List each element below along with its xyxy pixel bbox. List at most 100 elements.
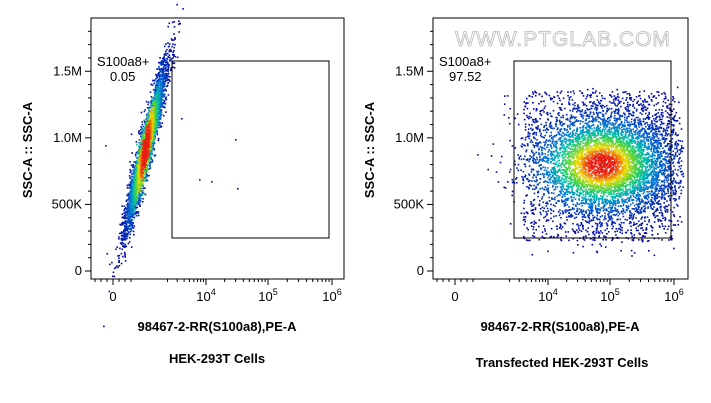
event-dot bbox=[672, 131, 675, 134]
event-dot bbox=[159, 116, 162, 118]
event-dot bbox=[141, 171, 143, 174]
event-dot bbox=[129, 161, 131, 163]
event-dot bbox=[668, 121, 671, 123]
event-dot bbox=[680, 145, 683, 147]
event-dot bbox=[595, 250, 598, 253]
event-dot bbox=[163, 94, 166, 96]
event-dot bbox=[155, 131, 157, 134]
event-dot bbox=[651, 229, 653, 232]
event-dot bbox=[131, 175, 133, 178]
event-dot bbox=[609, 94, 611, 96]
event-dot bbox=[632, 217, 634, 219]
event-dot bbox=[673, 116, 676, 118]
event-dot bbox=[530, 202, 533, 205]
event-dot bbox=[532, 208, 535, 211]
event-dot bbox=[627, 105, 630, 108]
event-dot bbox=[173, 67, 176, 69]
event-dot bbox=[530, 225, 533, 227]
event-dot bbox=[124, 228, 126, 231]
y-tick-label: 1.0M bbox=[53, 130, 82, 145]
event-dot bbox=[535, 132, 538, 134]
event-dot bbox=[582, 218, 584, 221]
event-dot bbox=[139, 155, 142, 157]
event-dot bbox=[146, 163, 148, 165]
event-dot bbox=[543, 107, 546, 110]
event-dot bbox=[121, 234, 124, 237]
event-dot bbox=[682, 172, 684, 175]
event-dot bbox=[666, 116, 668, 118]
event-dot bbox=[672, 197, 675, 200]
event-dot bbox=[672, 130, 675, 132]
event-dot bbox=[146, 156, 148, 158]
event-dot bbox=[124, 219, 127, 222]
event-dot bbox=[670, 238, 672, 241]
event-dot bbox=[541, 95, 543, 98]
event-dot bbox=[509, 223, 512, 225]
event-dot bbox=[556, 236, 558, 238]
event-dot bbox=[648, 250, 650, 252]
event-dot bbox=[128, 212, 131, 215]
event-dot bbox=[653, 120, 656, 122]
event-dot bbox=[630, 221, 632, 224]
event-dot bbox=[146, 174, 149, 176]
event-dot bbox=[148, 112, 151, 114]
event-dot bbox=[624, 107, 627, 109]
event-dot bbox=[626, 93, 629, 95]
event-dot bbox=[138, 158, 141, 161]
event-dot bbox=[123, 246, 126, 248]
event-dot bbox=[165, 61, 168, 63]
event-dot bbox=[544, 91, 546, 94]
event-dot bbox=[158, 87, 161, 90]
event-dot bbox=[650, 225, 652, 227]
event-dot bbox=[130, 213, 133, 216]
event-dot bbox=[588, 108, 591, 111]
event-dot bbox=[143, 136, 146, 138]
event-dot bbox=[523, 202, 525, 204]
event-dot bbox=[672, 96, 674, 98]
event-dot bbox=[143, 180, 146, 182]
event-dot bbox=[169, 56, 171, 59]
event-dot bbox=[158, 126, 160, 129]
event-dot bbox=[596, 251, 599, 254]
event-dot bbox=[521, 137, 524, 139]
event-dot bbox=[635, 227, 637, 229]
event-dot bbox=[549, 97, 552, 99]
event-dot bbox=[133, 233, 135, 236]
event-dot bbox=[144, 164, 147, 166]
event-dot bbox=[131, 227, 134, 229]
event-dot bbox=[124, 256, 126, 258]
event-dot bbox=[163, 56, 165, 58]
event-dot bbox=[123, 209, 125, 212]
event-dot bbox=[165, 66, 167, 69]
event-dot bbox=[132, 216, 134, 218]
event-dot bbox=[152, 129, 155, 132]
event-dot bbox=[628, 110, 631, 112]
event-dot bbox=[153, 126, 156, 128]
event-dot bbox=[154, 124, 157, 126]
event-dot bbox=[133, 202, 136, 204]
event-dot bbox=[628, 216, 631, 219]
event-dot bbox=[521, 175, 523, 178]
event-dot bbox=[145, 100, 148, 103]
event-dot bbox=[593, 101, 595, 103]
event-dot bbox=[664, 205, 667, 208]
event-dot bbox=[148, 155, 151, 158]
event-dot bbox=[524, 144, 526, 147]
event-dot bbox=[156, 98, 158, 101]
event-dot bbox=[154, 107, 156, 110]
event-dot bbox=[657, 218, 659, 221]
event-dot bbox=[182, 8, 184, 10]
event-dot bbox=[115, 266, 117, 269]
event-dot bbox=[145, 135, 148, 138]
event-dot bbox=[148, 116, 151, 119]
event-dot bbox=[144, 170, 147, 173]
event-dot bbox=[585, 97, 587, 100]
event-dot bbox=[661, 215, 664, 217]
event-dot bbox=[149, 125, 152, 128]
event-dot bbox=[563, 222, 566, 224]
event-dot bbox=[538, 238, 541, 241]
event-dot bbox=[522, 219, 525, 221]
event-dot bbox=[523, 158, 525, 160]
